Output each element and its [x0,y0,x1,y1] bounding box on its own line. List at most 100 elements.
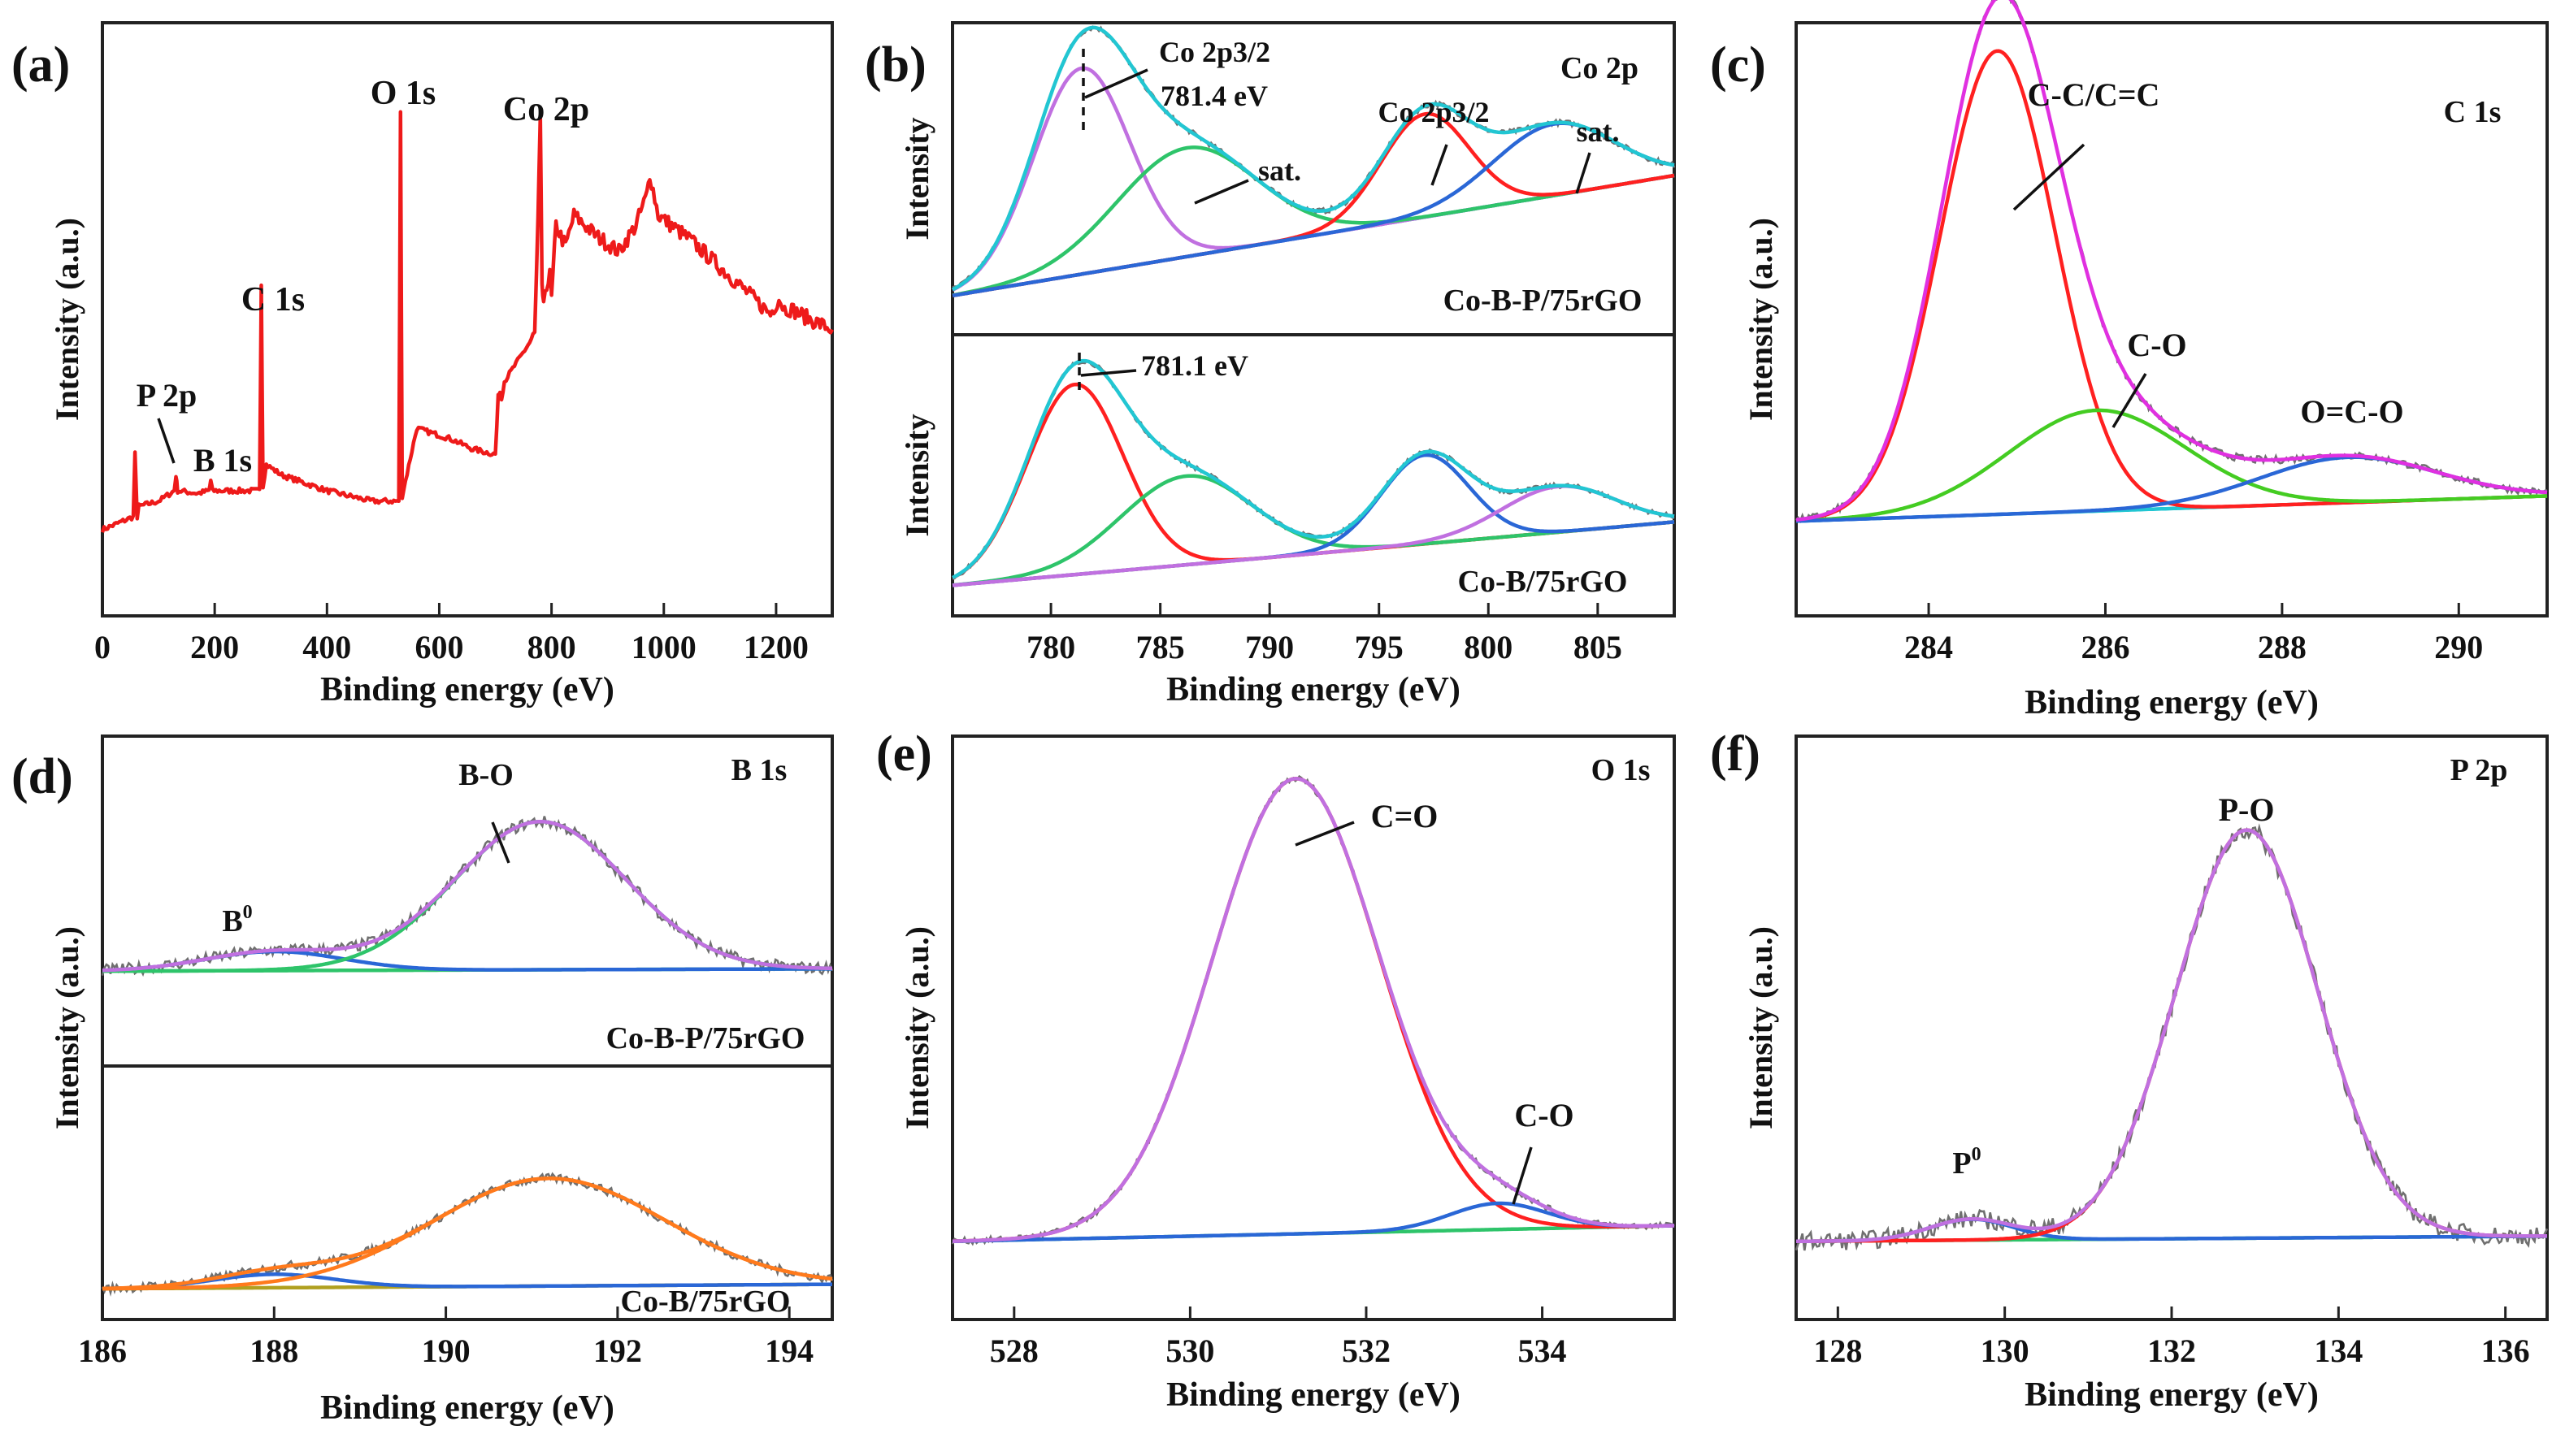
annotation-co2p32-b: Co 2p3/2 [1378,96,1489,128]
annotation-co2p: Co 2p [503,91,589,128]
panel-d-plot [101,816,834,1297]
x-tick-label: 1200 [744,629,809,665]
label-cc: C-C/C=C [2028,76,2160,113]
c1s-component-c-c-c-c [1795,49,2548,522]
b1s-cob-envelope [102,1176,833,1291]
annotation-c1s: C 1s [241,281,305,318]
o1s-component-c-o [952,777,1674,1243]
panel-e-xlabel: Binding energy (eV) [1166,1376,1460,1414]
x-tick-label: 530 [1165,1332,1214,1369]
x-tick-label: 800 [527,629,576,665]
co2p-cob-envelope [952,358,1675,580]
panel-e-ticks: 528 530 532 534 [990,1306,1567,1369]
label-c-single-o: C-O [1514,1097,1573,1133]
panel-b-xlabel: Binding energy (eV) [1166,671,1460,708]
x-tick-label: 534 [1518,1332,1567,1369]
panel-b-title: Co 2p [1560,51,1638,85]
annotation-p2p-arrow [157,418,176,464]
survey-spectrum-line [100,110,834,533]
x-tick-label: 190 [422,1332,471,1369]
panel-b: 780 785 790 795 800 805 (b) Intensity Intensi… [865,21,1676,708]
panel-d-xlabel: Binding energy (eV) [320,1389,614,1427]
panel-d: 186 188 190 192 194 (d) Intensity (a.u.) Bin… [11,734,834,1427]
p2p-raw-data [1795,823,2549,1251]
c1s-raw-data [1795,0,2548,524]
arrow-co2p-b [1430,144,1448,186]
panel-b-label: (b) [865,37,927,93]
panel-d-title: B 1s [731,753,788,787]
label-p0: P0 [1952,1144,1981,1181]
x-tick-label: 785 [1136,629,1185,665]
panel-f-ticks: 128 130 132 134 136 [1813,1306,2530,1369]
panel-f-ylabel: Intensity (a.u.) [1743,926,1779,1129]
panel-d-sample-top: Co-B-P/75rGO [606,1021,805,1055]
x-tick-label: 288 [2258,629,2307,665]
panel-b-ylabel-bottom: Intensity [899,414,935,536]
x-tick-label: 528 [990,1332,1039,1369]
b1s-cob-component-b0 [102,1272,832,1291]
x-tick-label: 532 [1342,1332,1391,1369]
x-tick-label: 1000 [631,629,697,665]
panel-b-ticks: 780 785 790 795 800 805 [1026,603,1622,665]
arrow-sat-1 [1194,179,1249,205]
arrow-co [2111,373,2147,428]
x-tick-label: 134 [2314,1332,2363,1369]
b1s-cobp-envelope [102,819,832,973]
panel-c-plot [1795,0,2548,524]
x-tick-label: 600 [414,629,463,665]
panel-b-ylabel-top: Intensity [899,117,935,240]
b1s-cob-component-b-o [102,1176,833,1291]
arrow-sat-2 [1575,152,1591,194]
annotation-sat-1: sat. [1258,154,1301,187]
p2p-component-p-o [1796,828,2547,1244]
x-tick-label: 286 [2081,629,2129,665]
label-b0: B0 [222,902,252,938]
panel-e-ylabel: Intensity (a.u.) [899,926,935,1129]
panel-f-label: (f) [1710,726,1760,782]
x-tick-label: 290 [2434,629,2483,665]
c1s-component-c-o [1795,408,2548,523]
panel-c-title: C 1s [2444,95,2502,129]
x-tick-label: 0 [94,629,111,665]
arrow-781-1 [1080,369,1137,377]
arrow-bo [491,821,510,864]
o1s-component-c-o [952,1201,1675,1244]
x-tick-label: 136 [2481,1332,2530,1369]
label-po: P-O [2219,791,2275,828]
annotation-781-4: 781.4 eV [1161,80,1268,112]
panel-d-ticks: 186 188 190 192 194 [78,1306,814,1369]
annotation-sat-2: sat. [1577,115,1620,148]
b1s-cob-raw-data [101,1172,834,1297]
annotation-b1s: B 1s [193,442,252,479]
panel-b-sample-top: Co-B-P/75rGO [1443,284,1643,318]
panel-c-ylabel: Intensity (a.u.) [1743,218,1779,421]
arrow-c-single-o [1512,1146,1533,1205]
panel-e: 528 530 532 534 (e) Intensity (a.u.) Bindin… [876,726,1676,1414]
panel-c-label: (c) [1710,37,1766,93]
x-tick-label: 194 [765,1332,814,1369]
panel-b-sample-bottom: Co-B/75rGO [1458,565,1628,599]
o1s-envelope [952,777,1675,1243]
annotation-o1s: O 1s [371,75,436,112]
x-tick-label: 192 [593,1332,642,1369]
panel-b-frame [951,21,1676,618]
c1s-envelope [1795,0,2548,522]
o1s-raw-data [951,774,1675,1246]
panel-a: 0 200 400 600 800 1000 1200 (a) Intensity (a.u… [11,21,834,708]
x-tick-label: 400 [302,629,351,665]
panel-e-plot [951,774,1675,1246]
x-tick-label: 188 [250,1332,298,1369]
x-tick-label: 186 [78,1332,127,1369]
co2p-cobp-component-sat- [952,145,1675,297]
x-tick-label: 132 [2147,1332,2196,1369]
panel-f-title: P 2p [2450,753,2508,787]
x-tick-label: 790 [1245,629,1294,665]
panel-d-frame [101,734,834,1321]
panel-d-sample-bottom: Co-B/75rGO [621,1285,791,1319]
panel-f-plot [1795,823,2549,1251]
x-tick-label: 800 [1464,629,1513,665]
arrow-781-4 [1084,68,1148,99]
label-c-double-o: C=O [1371,798,1439,834]
panel-a-ticks: 0 200 400 600 800 1000 1200 [94,603,809,665]
